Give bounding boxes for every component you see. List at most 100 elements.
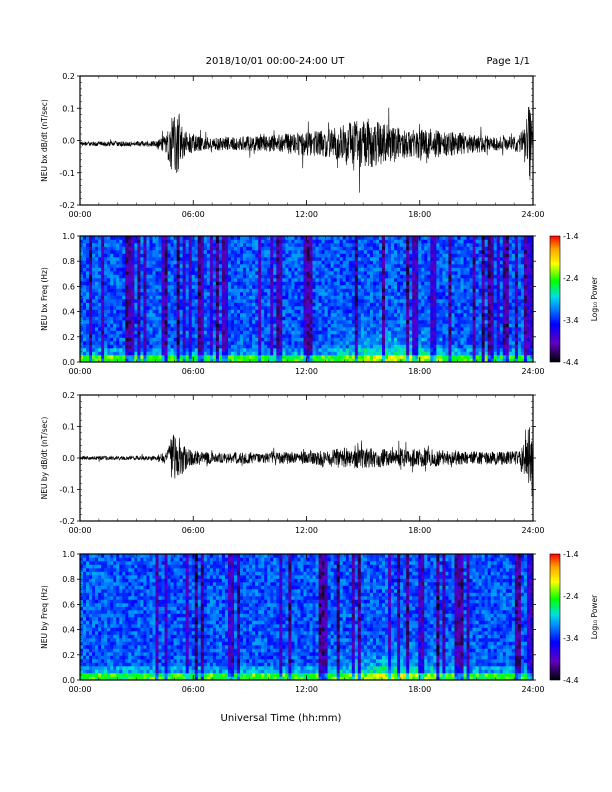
spectrogram-cell — [188, 351, 193, 356]
spectrogram-cell — [372, 271, 377, 275]
spectrogram-cell — [122, 288, 126, 293]
spectrogram-cell — [463, 292, 467, 296]
spectrogram-cell — [354, 285, 359, 289]
spectrogram-cell — [324, 309, 328, 314]
spectrogram-cell — [176, 348, 180, 352]
spectrogram-cell — [382, 334, 386, 338]
spectrogram-cell — [221, 313, 226, 317]
spectrogram-cell — [173, 334, 177, 338]
spectrogram-cell — [336, 309, 341, 314]
spectrogram-cell — [264, 288, 268, 293]
spectrogram-cell — [424, 260, 428, 265]
spectrogram-cell — [95, 358, 99, 363]
spectrogram-cell — [481, 320, 485, 324]
spectrogram-cell — [369, 285, 374, 289]
spectrogram-cell — [122, 267, 126, 272]
spectrogram-cell — [194, 337, 199, 342]
spectrogram-cell — [149, 344, 153, 349]
spectrogram-cell — [436, 267, 440, 272]
spectrogram-cell — [330, 323, 334, 328]
spectrogram-cell — [182, 292, 186, 296]
spectrogram-cell — [333, 246, 337, 251]
spectrogram-cell — [424, 344, 428, 349]
spectrogram-cell — [197, 285, 202, 289]
spectrogram-cell — [264, 351, 268, 356]
spectrogram-cell — [122, 239, 126, 244]
spectrogram-cell — [354, 250, 359, 254]
spectrogram-cell — [215, 271, 220, 275]
spectrogram-cell — [309, 253, 313, 258]
spectrogram-cell — [185, 323, 190, 328]
spectrogram-cell — [318, 306, 322, 310]
spectrogram-cell — [421, 348, 425, 352]
spectrogram-cell — [227, 313, 232, 317]
spectrogram-cell — [306, 330, 310, 335]
spectrogram-cell — [200, 253, 205, 258]
spectrogram-cell — [173, 239, 177, 244]
spectrogram-cell — [252, 281, 256, 286]
spectrogram-cell — [472, 323, 476, 328]
spectrogram-cell — [240, 288, 244, 293]
spectrogram-cell — [143, 299, 147, 303]
spectrogram-cell — [128, 288, 132, 293]
spectrogram-cell — [360, 348, 365, 352]
spectrogram-cell — [406, 278, 410, 282]
spectrogram-cell — [424, 330, 428, 335]
spectrogram-cell — [409, 309, 413, 314]
spectrogram-cell — [98, 351, 102, 356]
spectrogram-cell — [388, 316, 392, 321]
spectrogram-cell — [203, 264, 208, 268]
spectrogram-cell — [237, 292, 241, 296]
spectrogram-cell — [460, 313, 464, 317]
spectrogram-cell — [221, 316, 226, 321]
spectrogram-cell — [185, 246, 190, 251]
spectrogram-cell — [146, 260, 150, 265]
spectrogram-cell — [143, 253, 147, 258]
spectrogram-cell — [234, 281, 238, 286]
spectrogram-cell — [348, 292, 353, 296]
spectrogram-cell — [421, 323, 425, 328]
spectrogram-cell — [382, 281, 386, 286]
spectrogram-cell — [98, 316, 102, 321]
spectrogram-cell — [227, 341, 232, 345]
spectrogram-cell — [255, 334, 259, 338]
spectrogram-cell — [327, 351, 331, 356]
spectrogram-cell — [357, 341, 362, 345]
spectrogram-cell — [306, 267, 310, 272]
spectrogram-cell — [366, 358, 371, 363]
spectrogram-cell — [240, 334, 244, 338]
spectrogram-cell — [372, 309, 377, 314]
spectrogram-cell — [285, 257, 289, 261]
spectrogram-cell — [412, 348, 416, 352]
spectrogram-cell — [439, 337, 443, 342]
spectrogram-cell — [315, 246, 319, 251]
spectrogram-cell — [249, 260, 253, 265]
spectrogram-cell — [89, 320, 93, 324]
spectrogram-cell — [315, 334, 319, 338]
spectrogram-cell — [372, 358, 377, 363]
spectrogram-cell — [430, 260, 434, 265]
spectrogram-cell — [339, 295, 344, 300]
spectrogram-cell — [442, 355, 446, 359]
spectrogram-cell — [218, 295, 223, 300]
spectrogram-cell — [366, 344, 371, 349]
spectrogram-cell — [203, 246, 208, 251]
spectrogram-cell — [321, 358, 325, 363]
spectrogram-cell — [116, 309, 120, 314]
spectrogram-cell — [451, 267, 455, 272]
spectrogram-cell — [460, 323, 464, 328]
spectrogram-cell — [288, 239, 292, 244]
spectrogram-cell — [297, 278, 301, 282]
spectrogram-cell — [179, 281, 183, 286]
spectrogram-cell — [125, 236, 129, 240]
spectrogram-cell — [104, 281, 108, 286]
spectrogram-cell — [197, 278, 202, 282]
spectrogram-cell — [421, 281, 425, 286]
spectrogram-cell — [125, 253, 129, 258]
spectrogram-cell — [83, 285, 87, 289]
spectrogram-cell — [221, 288, 226, 293]
spectrogram-cell — [83, 316, 87, 321]
spectrogram-cell — [478, 351, 482, 356]
spectrogram-cell — [137, 295, 141, 300]
spectrogram-cell — [95, 288, 99, 293]
